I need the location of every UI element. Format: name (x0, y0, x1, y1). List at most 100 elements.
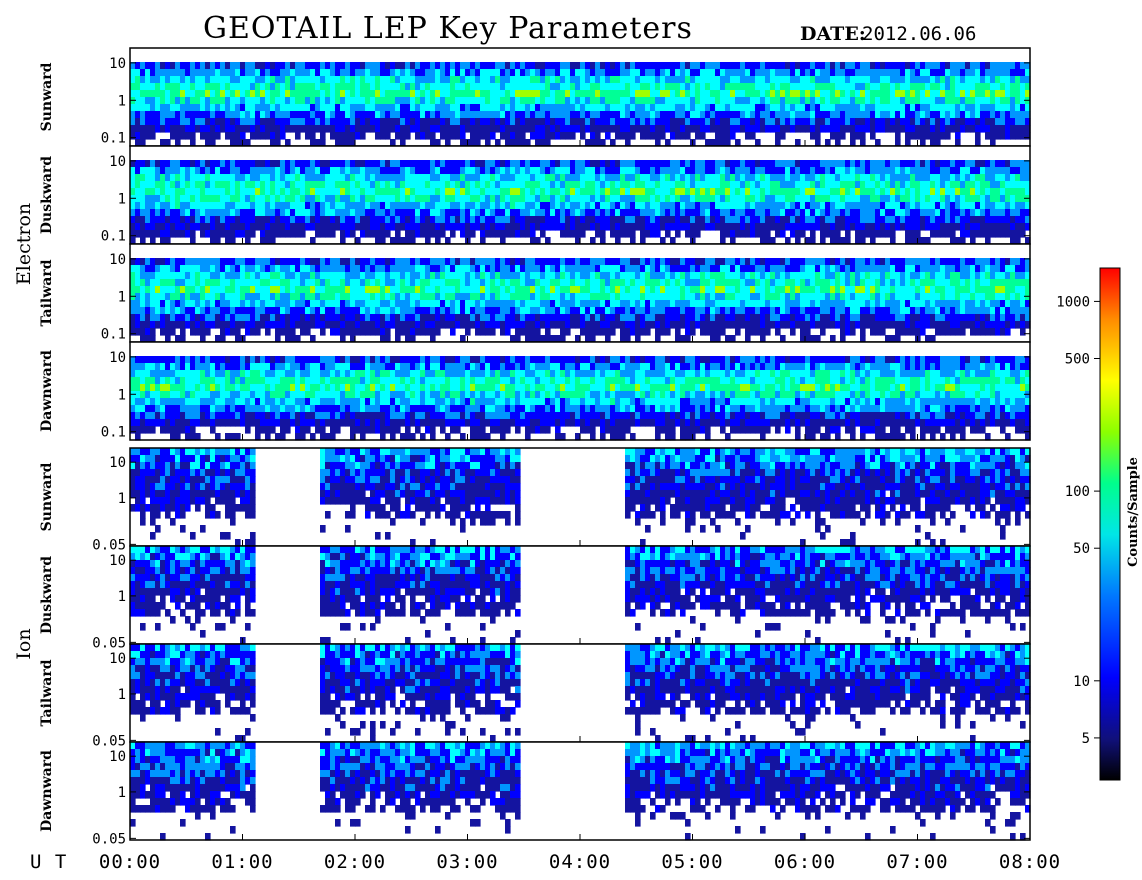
spectrogram-cell (200, 125, 206, 133)
spectrogram-cell (635, 223, 641, 231)
spectrogram-cell (360, 160, 366, 168)
spectrogram-cell (215, 202, 221, 210)
spectrogram-cell (250, 188, 256, 196)
spectrogram-cell (410, 286, 416, 294)
spectrogram-cell (745, 181, 751, 189)
spectrogram-cell (645, 111, 651, 119)
spectrogram-cell (720, 181, 726, 189)
spectrogram-cell (865, 167, 871, 175)
spectrogram-cell (185, 230, 191, 238)
spectrogram-cell (525, 286, 531, 294)
spectrogram-cell (1000, 69, 1006, 77)
spectrogram-cell (295, 104, 301, 112)
spectrogram-cell (925, 69, 931, 77)
spectrogram-cell (215, 300, 221, 308)
spectrogram-cell (535, 139, 541, 147)
spectrogram-cell (830, 181, 836, 189)
spectrogram-cell (235, 174, 241, 182)
spectrogram-cell (510, 209, 516, 217)
spectrogram-cell (1020, 125, 1026, 133)
spectrogram-cell (245, 321, 251, 329)
spectrogram-cell (700, 62, 706, 70)
spectrogram-cell (580, 188, 586, 196)
spectrogram-cell (450, 69, 456, 77)
spectrogram-cell (690, 69, 696, 77)
spectrogram-cell (760, 90, 766, 98)
spectrogram-cell (995, 174, 1001, 182)
spectrogram-cell (150, 195, 156, 203)
spectrogram-cell (650, 160, 656, 168)
spectrogram-cell (280, 209, 286, 217)
spectrogram-cell (725, 188, 731, 196)
spectrogram-cell (700, 167, 706, 175)
spectrogram-cell (1020, 83, 1026, 91)
spectrogram-cell (170, 76, 176, 84)
spectrogram-cell (875, 209, 881, 217)
spectrogram-cell (355, 314, 361, 322)
spectrogram-cell (465, 286, 471, 294)
spectrogram-cell (710, 97, 716, 105)
spectrogram-cell (385, 279, 391, 287)
spectrogram-cell (215, 223, 221, 231)
spectrogram-cell (375, 202, 381, 210)
spectrogram-cell (875, 202, 881, 210)
spectrogram-cell (430, 286, 436, 294)
spectrogram-cell (505, 160, 511, 168)
spectrogram-cell (385, 216, 391, 224)
spectrogram-cell (950, 223, 956, 231)
spectrogram-cell (150, 300, 156, 308)
spectrogram-cell (255, 321, 261, 329)
spectrogram-cell (560, 69, 566, 77)
spectrogram-cell (210, 209, 216, 217)
spectrogram-cell (615, 160, 621, 168)
spectrogram-cell (165, 223, 171, 231)
spectrogram-cell (360, 314, 366, 322)
spectrogram-cell (475, 209, 481, 217)
spectrogram-cell (235, 188, 241, 196)
spectrogram-cell (765, 62, 771, 70)
spectrogram-cell (425, 209, 431, 217)
spectrogram-cell (620, 90, 626, 98)
spectrogram-cell (360, 118, 366, 126)
spectrogram-cell (1005, 118, 1011, 126)
spectrogram-cell (565, 202, 571, 210)
spectrogram-cell (590, 104, 596, 112)
spectrogram-cell (830, 111, 836, 119)
spectrogram-cell (245, 209, 251, 217)
spectrogram-cell (160, 314, 166, 322)
spectrogram-cell (500, 265, 506, 273)
spectrogram-cell (565, 223, 571, 231)
spectrogram-cell (385, 314, 391, 322)
spectrogram-cell (380, 188, 386, 196)
spectrogram-cell (525, 181, 531, 189)
spectrogram-cell (550, 118, 556, 126)
spectrogram-cell (245, 181, 251, 189)
spectrogram-cell (330, 265, 336, 273)
spectrogram-cell (970, 209, 976, 217)
spectrogram-cell (830, 167, 836, 175)
spectrogram-cell (175, 216, 181, 224)
spectrogram-cell (340, 62, 346, 70)
spectrogram-cell (210, 321, 216, 329)
spectrogram-cell (210, 167, 216, 175)
spectrogram-cell (625, 125, 631, 133)
spectrogram-cell (930, 160, 936, 168)
spectrogram-cell (545, 237, 551, 245)
spectrogram-cell (630, 195, 636, 203)
spectrogram-cell (195, 328, 201, 336)
spectrogram-cell (645, 76, 651, 84)
spectrogram-cell (420, 293, 426, 301)
spectrogram-cell (955, 188, 961, 196)
spectrogram-cell (465, 174, 471, 182)
spectrogram-cell (625, 90, 631, 98)
spectrogram-cell (615, 111, 621, 119)
spectrogram-cell (275, 111, 281, 119)
spectrogram-cell (545, 111, 551, 119)
spectrogram-cell (195, 202, 201, 210)
spectrogram-cell (245, 125, 251, 133)
spectrogram-cell (195, 307, 201, 315)
spectrogram-cell (890, 202, 896, 210)
spectrogram-cell (755, 90, 761, 98)
spectrogram-cell (1010, 125, 1016, 133)
spectrogram-cell (800, 174, 806, 182)
